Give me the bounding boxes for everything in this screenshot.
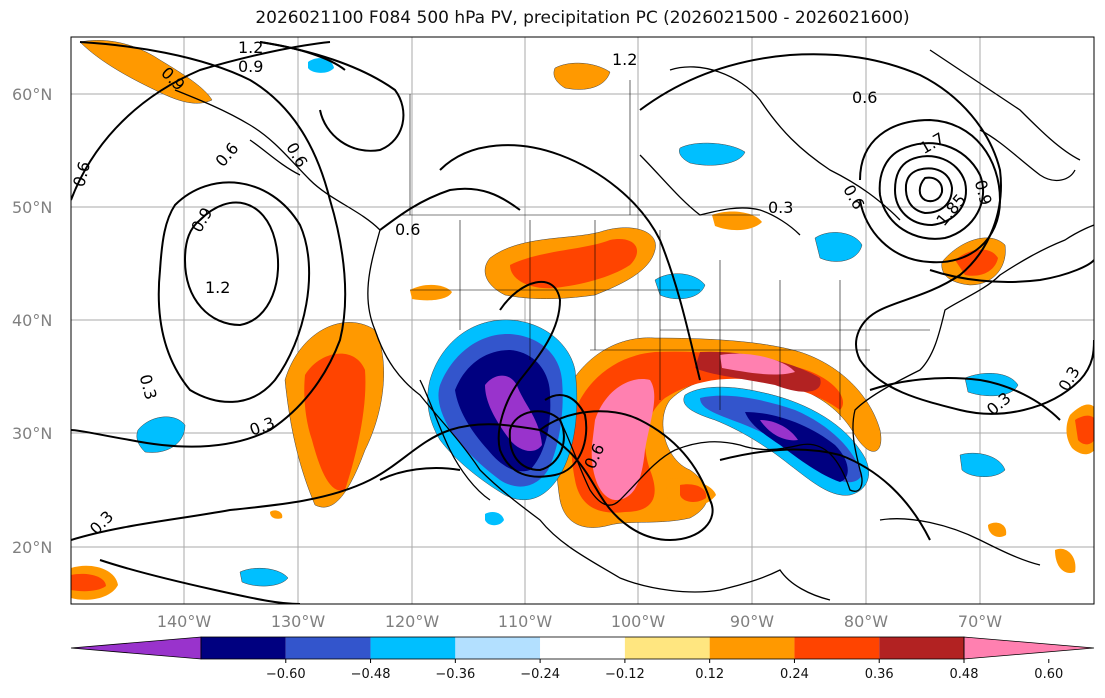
lon-label: 140°W [157,612,212,631]
colorbar-tick-label: −0.36 [435,667,475,682]
colorbar-box [624,637,710,659]
colorbar-tick-label: −0.12 [605,667,645,682]
colorbar-box [370,637,456,659]
contour-label: 0.6 [395,220,420,239]
contour-label: 0.6 [69,159,94,189]
colorbar-box [794,637,880,659]
colorbar-box [201,637,286,659]
state-borders [400,80,930,420]
colorbar-tick-label: 0.60 [1034,667,1063,682]
contour-label: 1.2 [612,50,637,69]
lat-label: 20°N [12,538,52,557]
colorbar-box [709,637,795,659]
lon-label: 100°W [611,612,666,631]
latitude-labels: 60°N 50°N 40°N 30°N 20°N [12,85,52,557]
colorbar: −0.60 −0.48 −0.36 −0.24 −0.12 0.12 0.24 0.36 0.4… [70,636,1095,682]
contour-label: 0.9 [238,57,263,76]
colorbar-box [285,637,371,659]
colorbar-tick-label: −0.48 [351,667,391,682]
contour-label: 1.2 [205,278,230,297]
colorbar-tick-label: 0.36 [865,667,894,682]
lat-label: 30°N [12,424,52,443]
longitude-labels: 140°W 130°W 120°W 110°W 100°W 90°W 80°W … [157,612,1002,631]
colorbar-box [455,637,541,659]
map-title: 2026021100 F084 500 hPa PV, precipitatio… [255,8,910,28]
contour-label: 1.2 [238,38,263,57]
contour-label: 0.6 [852,88,877,107]
colorbar-tick-label: 0.48 [950,667,979,682]
colorbar-tick-label: 0.12 [695,667,724,682]
map-border [70,36,1095,605]
colorbar-extend-high [963,636,1095,660]
lon-label: 130°W [271,612,326,631]
colorbar-box [540,637,625,659]
lon-label: 110°W [498,612,553,631]
lon-label: 120°W [385,612,440,631]
lon-label: 70°W [958,612,1002,631]
colorbar-tick-label: −0.24 [520,667,560,682]
colorbar-tick-label: −0.60 [266,667,306,682]
lon-label: 90°W [730,612,774,631]
colorbar-extend-low [70,636,202,660]
coastlines [174,49,1094,601]
pv-contours [71,41,1094,604]
lat-label: 60°N [12,85,52,104]
colorbar-tick-label: 0.24 [780,667,809,682]
graticule [71,37,1094,604]
lat-label: 40°N [12,311,52,330]
lon-label: 80°W [844,612,888,631]
colorbar-outline [200,636,965,660]
precip-shading [71,40,1094,600]
contour-label: 0.3 [768,198,793,217]
colorbar-box [879,637,964,659]
lat-label: 50°N [12,198,52,217]
